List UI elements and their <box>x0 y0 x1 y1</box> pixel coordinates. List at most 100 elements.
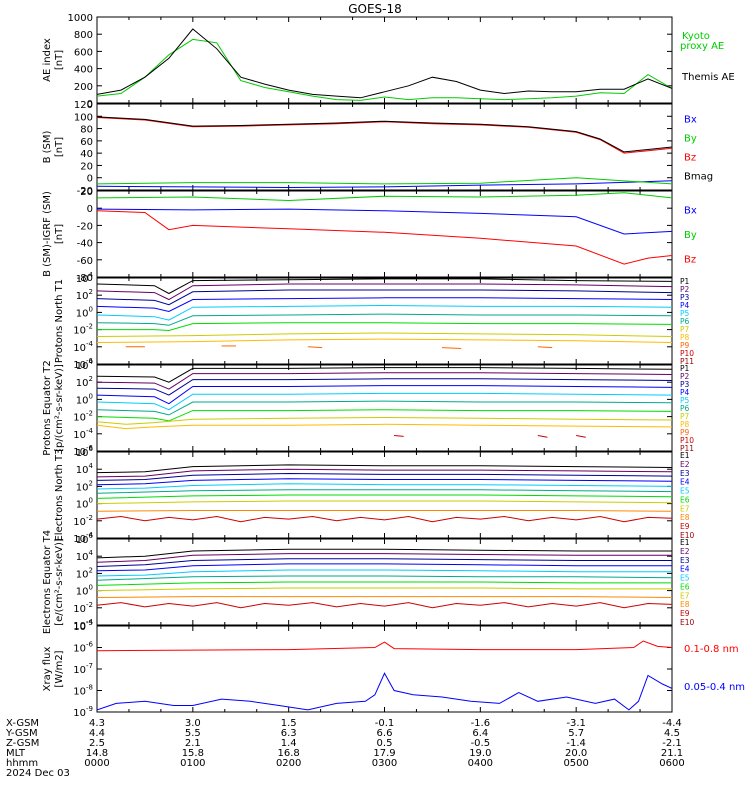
panel-series <box>97 464 672 523</box>
series-line-E4 <box>97 563 672 572</box>
legend-entry: P10 <box>680 349 694 358</box>
series-line-By <box>97 177 672 185</box>
ephemeris-row-label: Z-GSM <box>6 738 39 749</box>
ephemeris-value: 4.5 <box>664 728 680 739</box>
ephemeris-value: -0.1 <box>375 718 395 729</box>
y-tick-label: 10-2 <box>73 514 93 528</box>
y-tick-label: 104 <box>76 549 94 563</box>
ephemeris-value: 6.6 <box>377 728 393 739</box>
y-tick-label: 10-4 <box>73 427 93 441</box>
ephemeris-row-label: Y-GSM <box>5 728 38 739</box>
ephemeris-value: 19.0 <box>469 748 491 759</box>
legend-entry: P11 <box>680 357 694 366</box>
legend-entry: Bmag <box>684 172 713 183</box>
legend-entry: P3 <box>680 293 690 302</box>
legend-entry: E5 <box>680 487 690 496</box>
series-line-P3 <box>97 289 672 306</box>
series-line-P1 <box>97 278 672 295</box>
ephemeris-value: 16.8 <box>278 748 300 759</box>
y-tick-label: 10-4 <box>73 340 93 354</box>
panel-series <box>97 278 672 350</box>
legend-entry: E10 <box>680 618 695 627</box>
ephemeris-row-label: MLT <box>6 748 26 759</box>
y-tick-label: 102 <box>76 566 93 580</box>
series-line-E10 <box>97 515 672 523</box>
legend-entry: P1 <box>680 364 690 373</box>
legend-entry: P2 <box>680 372 690 381</box>
series-line-E5 <box>97 483 672 490</box>
panel-series <box>97 116 672 189</box>
y-tick-label: 60 <box>80 137 93 148</box>
y-tick-label: 104 <box>76 271 94 285</box>
y-tick-label: 20 <box>80 161 93 172</box>
legend-entry: P5 <box>680 309 690 318</box>
y-axis-label: AE index <box>42 38 53 82</box>
y-tick-label: 1000 <box>68 13 93 24</box>
y-tick-label: 800 <box>74 30 93 41</box>
series-segment-P11 <box>576 435 586 438</box>
ephemeris-value: 0600 <box>659 758 684 769</box>
y-tick-label: 104 <box>76 358 94 372</box>
y-tick-label: 10-2 <box>73 410 93 424</box>
ephemeris-value: 0.5 <box>377 738 393 749</box>
y-axis-label: Protons North T1 <box>54 279 65 363</box>
series-line-E9 <box>97 510 672 512</box>
legend-entry: E10 <box>680 531 695 540</box>
panel-7: 10-4 10-2 100 102 104 106 Electrons Equator T4… <box>42 530 695 634</box>
legend-entry: P4 <box>680 388 690 397</box>
y-tick-label: -40 <box>77 239 93 250</box>
panel-frame <box>96 103 673 191</box>
ephemeris-row-label: hhmm <box>6 758 38 769</box>
legend-entry: P9 <box>680 341 690 350</box>
legend-entry: P8 <box>680 333 690 342</box>
panel-series <box>97 192 672 265</box>
panel-frame <box>96 16 673 104</box>
y-axis-label: B (SM) <box>42 130 53 163</box>
ephemeris-value: 0400 <box>468 758 493 769</box>
y-tick-label: 0 <box>87 99 93 110</box>
y-axis-unit: [nT] <box>54 50 65 70</box>
series-line-P2 <box>97 372 672 390</box>
y-tick-label: 10-7 <box>73 662 93 676</box>
y-axis-label: Protons Equator T2 <box>42 360 53 456</box>
series-line-P4 <box>97 297 672 313</box>
series-segment-P10 <box>307 346 323 349</box>
y-tick-label: 106 <box>76 445 94 459</box>
y-tick-label: 102 <box>76 479 93 493</box>
ephemeris-value: 0200 <box>276 758 301 769</box>
legend-entry: P11 <box>680 444 694 453</box>
y-tick-label: 100 <box>76 392 93 406</box>
ephemeris-value: 21.1 <box>661 748 683 759</box>
legend-entry: Bx <box>684 205 697 216</box>
y-tick-label: 120 <box>74 100 93 111</box>
series-line-E8 <box>97 587 672 592</box>
series-line-E1 <box>97 548 672 559</box>
ephemeris-value: 5.7 <box>568 728 584 739</box>
ephemeris-row-label: X-GSM <box>6 718 39 729</box>
panel-legend: 0.1-0.8 nm 0.05-0.4 nm <box>684 644 745 693</box>
ephemeris-value: 15.8 <box>182 748 204 759</box>
series-line-Themis AE <box>97 28 672 99</box>
ephemeris-value: -0.5 <box>471 738 491 749</box>
legend-entry: E7 <box>680 591 690 600</box>
plot-title: GOES-18 <box>348 2 402 16</box>
series-line-E6 <box>97 489 672 494</box>
ephemeris-value: 0500 <box>563 758 588 769</box>
legend-entry: E8 <box>680 513 690 522</box>
y-tick-label: 106 <box>76 532 94 546</box>
series-line-E1 <box>97 464 672 474</box>
legend-entry: By <box>684 230 697 241</box>
y-tick-label: 100 <box>76 584 93 598</box>
series-line-P6 <box>97 400 672 416</box>
series-line-By <box>97 192 672 202</box>
legend-entry: E6 <box>680 582 690 591</box>
legend-entry: proxy AE <box>680 41 724 52</box>
series-line-E10 <box>97 602 672 609</box>
panel-5: 10-6 10-4 10-2 100 102 104 Protons Equator T2[… <box>42 358 694 458</box>
y-tick-label: 80 <box>80 125 93 136</box>
legend-entry: E3 <box>680 469 690 478</box>
